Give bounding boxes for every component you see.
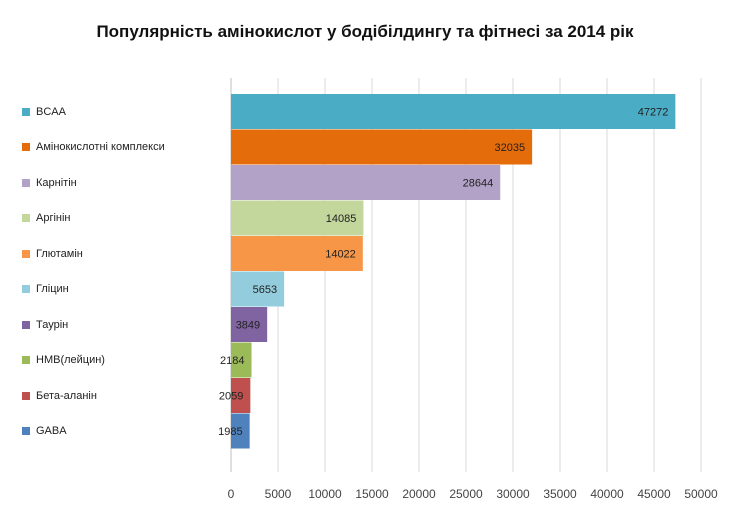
bars: 47272 32035 28644 14085 14022 5653 3849 2184 205…: [218, 94, 676, 449]
legend-item: Глютамін: [22, 247, 83, 261]
legend-label: Глютамін: [36, 247, 83, 260]
bar: [231, 413, 250, 449]
x-tick-label: 5000: [265, 487, 292, 501]
legend-swatch: [22, 356, 30, 364]
bar-value-label: 3849: [236, 320, 260, 332]
x-tick-label: 15000: [355, 487, 389, 501]
bar: [231, 342, 252, 378]
legend-swatch: [22, 285, 30, 293]
legend-label: Аргінін: [36, 212, 71, 224]
legend-label: GABA: [36, 425, 67, 437]
x-tick-label: 10000: [308, 487, 342, 501]
legend-label: Таурін: [36, 318, 69, 331]
bar-value-label: 28644: [463, 178, 494, 190]
bar-value-label: 14022: [325, 249, 356, 261]
legend-item: HMB(лейцин): [22, 353, 105, 367]
legend-item: BCAA: [22, 105, 66, 119]
legend-item: Гліцин: [22, 282, 69, 296]
x-tick-label: 50000: [684, 487, 718, 501]
legend-swatch: [22, 107, 30, 116]
x-tick-label: 30000: [496, 487, 530, 501]
x-tick-label: 35000: [543, 487, 577, 501]
legend-item: Аргінін: [22, 211, 71, 225]
legend-item: Таурін: [22, 318, 68, 332]
bar: [231, 236, 363, 271]
bar-value-label: 2059: [219, 391, 243, 403]
x-tick-label: 20000: [402, 487, 436, 501]
legend-label: Карнітін: [36, 176, 77, 189]
bar: [231, 307, 268, 342]
legend-item: GABA: [22, 424, 67, 438]
legend-label: Бета-аланін: [36, 389, 97, 402]
bar-value-label: 2184: [220, 355, 244, 367]
x-tick-label: 40000: [590, 487, 624, 501]
legend-swatch: [22, 320, 30, 329]
legend-item: Карнітін: [22, 176, 77, 190]
legend-swatch: [22, 249, 30, 258]
x-tick-label: 45000: [637, 487, 671, 501]
x-axis-ticks: 0 5000 10000 15000 20000 25000 30000 35000 40000…: [228, 487, 718, 501]
bar-value-label: 1985: [218, 426, 242, 438]
legend-label: BCAA: [36, 105, 66, 118]
legend-label: Гліцин: [36, 283, 69, 295]
bar: [231, 129, 533, 165]
chart-title: Популярність амінокислот у бодібілдингу …: [96, 22, 634, 41]
bar-value-label: 32035: [495, 142, 526, 154]
bar: [231, 94, 676, 129]
bar: [231, 165, 501, 200]
legend-swatch: [22, 214, 30, 222]
legend-swatch: [22, 143, 30, 151]
bar-value-label: 14085: [326, 213, 357, 225]
legend-swatch: [22, 391, 30, 400]
legend-item: Амінокислотні комплекси: [22, 140, 165, 154]
x-tick-label: 0: [228, 487, 235, 501]
legend-item: Бета-аланін: [22, 389, 97, 403]
bar-value-label: 5653: [253, 284, 277, 296]
x-tick-label: 25000: [449, 487, 483, 501]
bar: [231, 378, 251, 413]
legend-label: Амінокислотні комплекси: [36, 141, 165, 153]
bar: [231, 271, 285, 307]
bar-value-label: 47272: [638, 107, 669, 119]
bar: [231, 200, 364, 236]
legend-swatch: [22, 178, 30, 187]
legend-swatch: [22, 427, 30, 435]
legend-label: HMB(лейцин): [36, 354, 105, 366]
